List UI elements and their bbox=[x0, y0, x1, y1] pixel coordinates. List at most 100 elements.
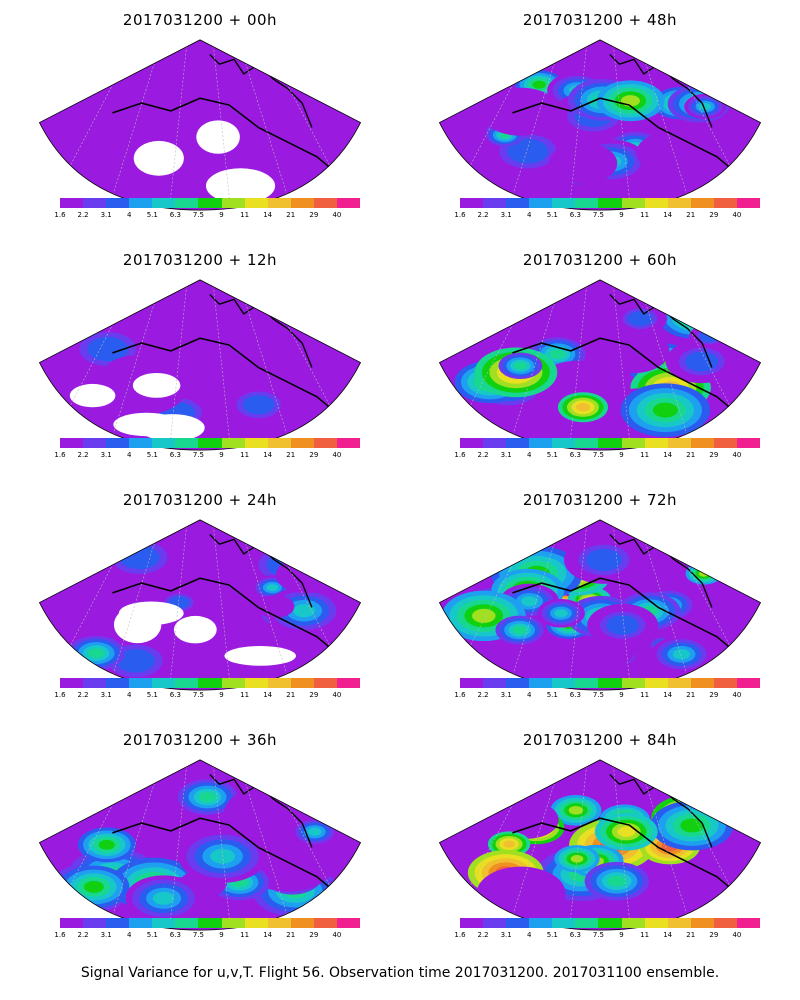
colorbar-swatch bbox=[621, 438, 645, 448]
variance-contour bbox=[642, 135, 700, 170]
colorbar-label: 9 bbox=[219, 691, 224, 699]
colorbar-label: 1.6 bbox=[54, 931, 66, 939]
map-outline bbox=[38, 519, 362, 691]
variance-contour bbox=[485, 311, 496, 318]
variance-contour bbox=[627, 311, 653, 327]
colorbar-label: 7.5 bbox=[592, 931, 605, 939]
colorbar-label: 5.1 bbox=[146, 691, 158, 699]
variance-contour bbox=[256, 329, 291, 350]
colorbar-swatch bbox=[152, 918, 176, 928]
variance-contour bbox=[154, 309, 210, 343]
variance-contour bbox=[482, 309, 499, 320]
colorbar-label: 11 bbox=[240, 451, 250, 459]
colorbar-swatch bbox=[667, 918, 691, 928]
colorbar-label: 14 bbox=[263, 451, 273, 459]
colorbar-swatch bbox=[83, 438, 107, 448]
variance-map bbox=[38, 279, 362, 451]
colorbar-swatch bbox=[313, 438, 337, 448]
variance-contour bbox=[554, 609, 568, 618]
colorbar-swatch bbox=[644, 678, 668, 688]
colorbar-label: 5.1 bbox=[146, 451, 158, 459]
colorbar-label: 5.1 bbox=[546, 691, 558, 699]
colorbar-label: 29 bbox=[709, 451, 719, 459]
colorbar-swatch bbox=[129, 678, 153, 688]
colorbar-label: 6.3 bbox=[569, 691, 581, 699]
variance-contour bbox=[495, 96, 547, 128]
colorbar bbox=[460, 678, 761, 688]
colorbar-label: 6.3 bbox=[169, 931, 181, 939]
colorbar-label: 3.1 bbox=[500, 451, 512, 459]
panel-title: 2017031200 + 00h bbox=[122, 11, 278, 29]
colorbar-label: 29 bbox=[709, 691, 719, 699]
colorbar-label: 3.1 bbox=[100, 211, 112, 219]
colorbar-swatch bbox=[290, 678, 314, 688]
colorbar-swatch bbox=[244, 438, 268, 448]
graticule-line bbox=[199, 39, 232, 211]
missing-data-area bbox=[118, 601, 184, 625]
colorbar-swatch bbox=[483, 438, 507, 448]
colorbar-swatch bbox=[244, 678, 268, 688]
colorbar-label: 4 bbox=[126, 211, 132, 219]
colorbar-label: 40 bbox=[332, 451, 342, 459]
forecast-panel: 2017031200 + 00h 1.6 2.2 3.1 4 5.1 6.3 7.5 9 11 14… bbox=[10, 5, 390, 250]
colorbar-swatch bbox=[221, 678, 245, 688]
colorbar-swatch bbox=[175, 918, 199, 928]
colorbar-label: 4 bbox=[526, 691, 532, 699]
colorbar-label: 40 bbox=[332, 691, 342, 699]
colorbar-swatch bbox=[644, 438, 668, 448]
colorbar-swatch bbox=[690, 918, 714, 928]
colorbar-swatch bbox=[60, 438, 84, 448]
colorbar-label: 3.1 bbox=[100, 931, 112, 939]
colorbar-label: 7.5 bbox=[192, 211, 205, 219]
panel-title: 2017031200 + 72h bbox=[522, 491, 678, 509]
missing-data-area bbox=[69, 383, 116, 408]
colorbar-swatch bbox=[713, 918, 737, 928]
variance-contour bbox=[702, 792, 729, 809]
colorbar-label: 7.5 bbox=[192, 931, 205, 939]
colorbar-swatch bbox=[106, 678, 130, 688]
colorbar-swatch bbox=[106, 198, 130, 208]
colorbar-label: 3.1 bbox=[100, 691, 112, 699]
variance-contour bbox=[152, 891, 175, 905]
colorbar-swatch bbox=[313, 918, 337, 928]
forecast-panel: 2017031200 + 84h 1.6 2.2 3.1 4 5.1 6.3 7.5 9 11 14… bbox=[410, 725, 790, 970]
colorbar-label: 21 bbox=[686, 211, 696, 219]
coastline bbox=[512, 577, 747, 662]
variance-contour bbox=[698, 790, 733, 811]
variance-contour bbox=[705, 795, 725, 807]
colorbar-label: 7.5 bbox=[592, 451, 605, 459]
colorbar-swatch bbox=[290, 198, 314, 208]
coastline bbox=[512, 337, 747, 422]
variance-contour bbox=[671, 302, 719, 331]
colorbar-swatch bbox=[336, 918, 361, 928]
colorbar-swatch bbox=[575, 438, 599, 448]
colorbar-swatch bbox=[713, 678, 737, 688]
colorbar-swatch bbox=[60, 918, 84, 928]
colorbar-label: 2.2 bbox=[477, 931, 489, 939]
variance-contour bbox=[685, 351, 719, 372]
colorbar-swatch bbox=[713, 198, 737, 208]
colorbar-label: 21 bbox=[286, 691, 296, 699]
variance-contour bbox=[484, 871, 558, 916]
panel-title: 2017031200 + 60h bbox=[522, 251, 678, 269]
colorbar-label: 40 bbox=[332, 211, 342, 219]
colorbar-swatch bbox=[506, 678, 530, 688]
colorbar-swatch bbox=[175, 438, 199, 448]
colorbar-label: 9 bbox=[619, 691, 624, 699]
colorbar-label: 6.3 bbox=[569, 451, 581, 459]
graticule-line bbox=[599, 279, 632, 451]
colorbar-label: 6.3 bbox=[169, 691, 181, 699]
variance-contour bbox=[292, 307, 329, 330]
colorbar-swatch bbox=[198, 438, 222, 448]
graticule-line bbox=[599, 39, 632, 211]
colorbar-label: 5.1 bbox=[546, 211, 558, 219]
colorbar-label: 7.5 bbox=[592, 691, 605, 699]
graticule-line bbox=[599, 759, 632, 931]
colorbar-label: 11 bbox=[640, 691, 650, 699]
variance-contour bbox=[607, 875, 626, 887]
colorbar-label: 40 bbox=[732, 211, 742, 219]
colorbar-swatch bbox=[552, 198, 576, 208]
colorbar-swatch bbox=[175, 678, 199, 688]
colorbar-swatch bbox=[267, 438, 291, 448]
variance-contour bbox=[472, 608, 496, 623]
